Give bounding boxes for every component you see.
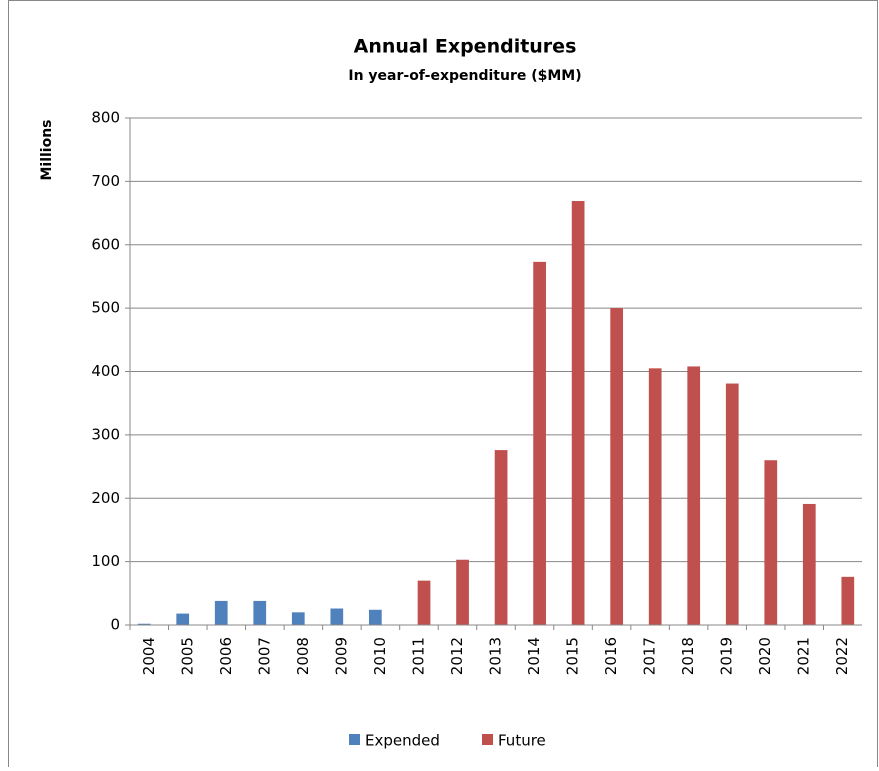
x-tick-label: 2021 (795, 637, 813, 675)
x-tick-label: 2022 (833, 637, 851, 675)
y-tick-label: 800 (91, 109, 120, 127)
y-tick-label: 600 (91, 235, 120, 253)
x-tick-label: 2014 (525, 637, 543, 675)
chart-title: Annual Expenditures (354, 36, 577, 58)
x-tick-label: 2005 (178, 637, 196, 675)
bar (456, 559, 469, 625)
chart-subtitle: In year-of-expenditure ($MM) (348, 68, 581, 84)
y-tick-label: 400 (91, 362, 120, 380)
x-tick-label: 2007 (255, 637, 273, 675)
legend-swatch (349, 734, 360, 745)
x-tick-label: 2013 (487, 637, 505, 675)
x-tick-label: 2020 (756, 637, 774, 675)
y-tick-label: 0 (110, 616, 120, 634)
legend-label: Expended (365, 732, 440, 750)
x-tick-label: 2008 (294, 637, 312, 675)
bar (214, 600, 228, 625)
y-tick-label: 200 (91, 489, 120, 507)
bar (648, 368, 662, 625)
x-tick-label: 2004 (140, 637, 158, 675)
bar (725, 383, 739, 625)
bar (368, 609, 382, 625)
bar (610, 308, 624, 625)
x-tick-label: 2015 (564, 637, 582, 675)
x-tick-label: 2016 (602, 637, 620, 675)
legend-label: Future (498, 732, 546, 750)
y-tick-label: 300 (91, 425, 120, 443)
y-tick-label: 500 (91, 299, 120, 317)
bar (417, 580, 431, 625)
bar (571, 201, 585, 626)
y-axis-title: Millions (39, 119, 55, 180)
x-tick-label: 2010 (371, 637, 389, 675)
bar (330, 608, 344, 625)
bar (176, 613, 190, 625)
x-tick-label: 2012 (448, 637, 466, 675)
bar (687, 366, 701, 625)
bar (764, 460, 778, 625)
bar (494, 450, 508, 625)
bar (802, 503, 816, 625)
x-tick-label: 2019 (718, 637, 736, 675)
y-tick-label: 700 (91, 172, 120, 190)
legend-swatch (482, 734, 493, 745)
x-tick-label: 2017 (641, 637, 659, 675)
x-tick-label: 2018 (679, 637, 697, 675)
bar (533, 261, 546, 625)
y-tick-label: 100 (91, 552, 120, 570)
bar (137, 623, 151, 625)
x-tick-label: 2006 (217, 637, 235, 675)
bar (841, 576, 855, 625)
bar (291, 612, 305, 625)
x-tick-label: 2011 (409, 637, 427, 675)
bar (253, 600, 267, 625)
x-tick-label: 2009 (332, 637, 350, 675)
